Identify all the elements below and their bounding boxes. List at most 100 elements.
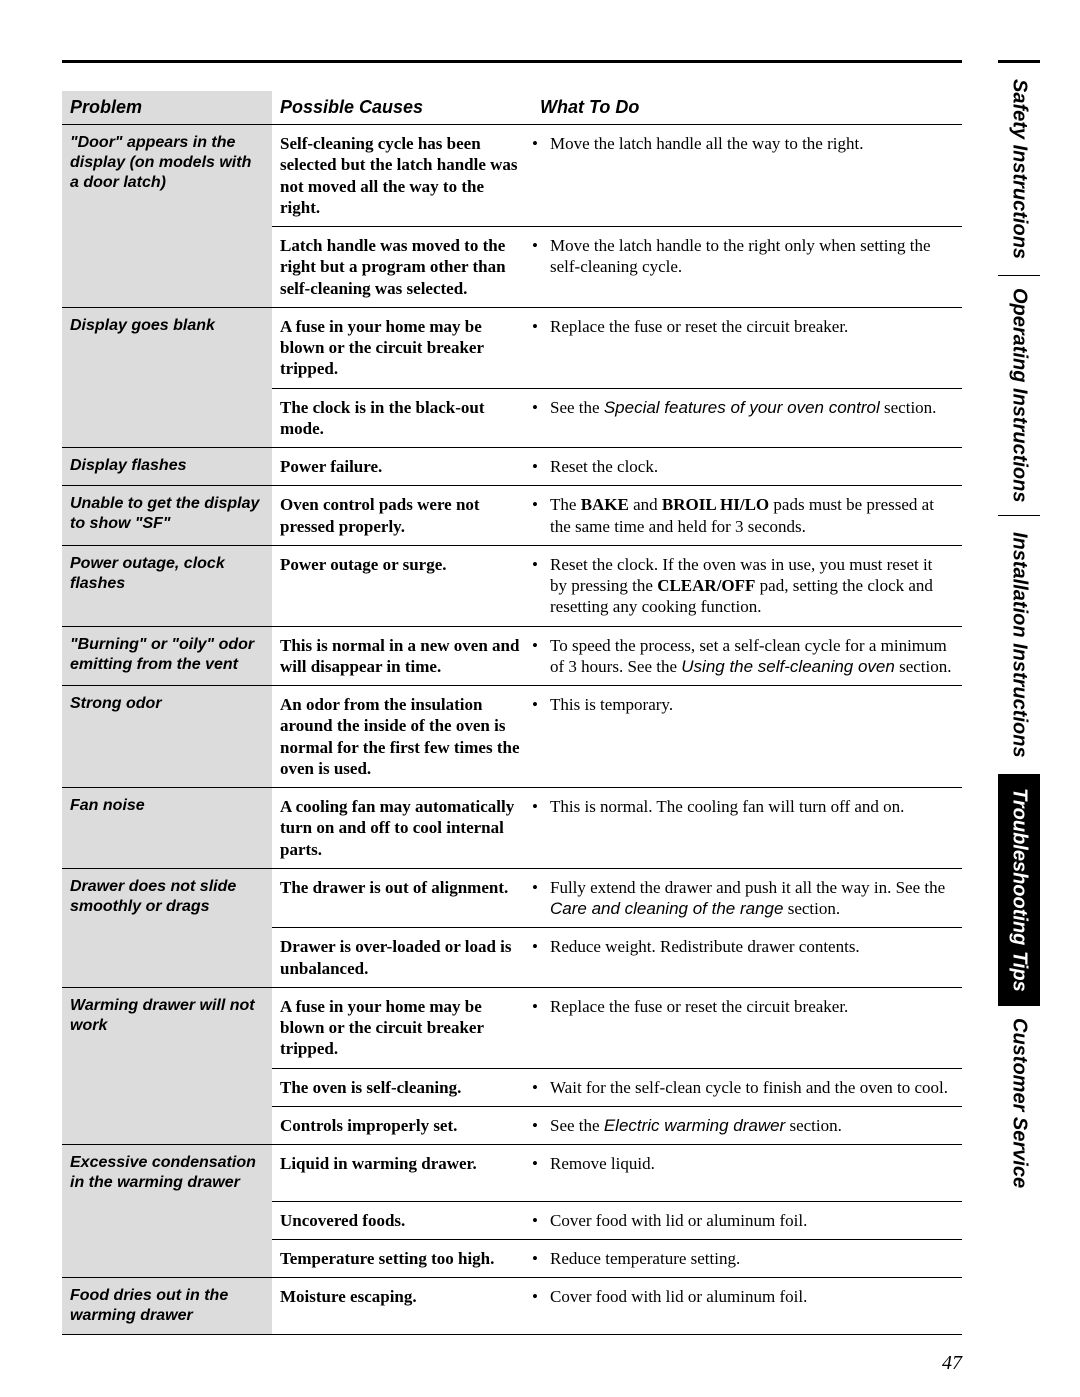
cause-cell: This is normal in a new oven and will di…: [272, 626, 532, 686]
bullet-icon: •: [532, 1153, 550, 1174]
table-row: The clock is in the black-out mode.•See …: [62, 388, 962, 448]
problem-cell: [62, 227, 272, 308]
side-tab[interactable]: Operating Instructions: [998, 275, 1040, 515]
problem-cell: "Burning" or "oily" odor emitting from t…: [62, 626, 272, 686]
problem-cell: [62, 928, 272, 988]
action-text: Remove liquid.: [550, 1153, 952, 1174]
action-text: The BAKE and BROIL HI/LO pads must be pr…: [550, 494, 952, 537]
cause-cell: A fuse in your home may be blown or the …: [272, 307, 532, 388]
action-cell: •Reduce temperature setting.: [532, 1239, 962, 1277]
table-row: Food dries out in the warming drawerMois…: [62, 1278, 962, 1335]
action-text: Move the latch handle to the right only …: [550, 235, 952, 278]
bullet-icon: •: [532, 1210, 550, 1231]
side-tab[interactable]: Installation Instructions: [998, 515, 1040, 774]
cause-cell: The oven is self-cleaning.: [272, 1068, 532, 1106]
table-row: "Burning" or "oily" odor emitting from t…: [62, 626, 962, 686]
table-row: Strong odorAn odor from the insulation a…: [62, 686, 962, 788]
problem-cell: Warming drawer will not work: [62, 987, 272, 1068]
cause-cell: Temperature setting too high.: [272, 1239, 532, 1277]
side-tabs: Safety InstructionsOperating Instruction…: [998, 60, 1040, 1200]
action-text: Reset the clock.: [550, 456, 952, 477]
table-row: Temperature setting too high.•Reduce tem…: [62, 1239, 962, 1277]
bullet-icon: •: [532, 796, 550, 817]
problem-cell: Unable to get the display to show "SF": [62, 486, 272, 546]
action-cell: •The BAKE and BROIL HI/LO pads must be p…: [532, 486, 962, 546]
bullet-icon: •: [532, 235, 550, 278]
action-text: To speed the process, set a self-clean c…: [550, 635, 952, 678]
action-cell: •Replace the fuse or reset the circuit b…: [532, 987, 962, 1068]
action-cell: •This is normal. The cooling fan will tu…: [532, 788, 962, 869]
header-problem: Problem: [62, 91, 272, 125]
problem-cell: [62, 1106, 272, 1144]
table-row: Drawer is over-loaded or load is unbalan…: [62, 928, 962, 988]
bullet-icon: •: [532, 1115, 550, 1136]
action-text: Cover food with lid or aluminum foil.: [550, 1286, 952, 1307]
top-rule: [62, 60, 962, 63]
action-text: Reduce temperature setting.: [550, 1248, 952, 1269]
action-cell: •See the Special features of your oven c…: [532, 388, 962, 448]
page-content: Problem Possible Causes What To Do "Door…: [62, 60, 962, 1335]
bullet-icon: •: [532, 316, 550, 337]
table-row: Drawer does not slide smoothly or dragsT…: [62, 868, 962, 928]
table-row: "Door" appears in the display (on models…: [62, 125, 962, 227]
action-text: Cover food with lid or aluminum foil.: [550, 1210, 952, 1231]
bullet-icon: •: [532, 936, 550, 957]
cause-cell: Latch handle was moved to the right but …: [272, 227, 532, 308]
action-cell: •Reset the clock. If the oven was in use…: [532, 545, 962, 626]
action-cell: •Reset the clock.: [532, 448, 962, 486]
bullet-icon: •: [532, 996, 550, 1017]
action-cell: •Remove liquid.: [532, 1145, 962, 1202]
action-text: Reduce weight. Redistribute drawer conte…: [550, 936, 952, 957]
action-text: This is normal. The cooling fan will tur…: [550, 796, 952, 817]
action-cell: •This is temporary.: [532, 686, 962, 788]
table-row: Power outage, clock flashesPower outage …: [62, 545, 962, 626]
action-text: Move the latch handle all the way to the…: [550, 133, 952, 154]
side-tab[interactable]: Customer Service: [998, 1005, 1040, 1200]
action-text: Replace the fuse or reset the circuit br…: [550, 996, 952, 1017]
problem-cell: Food dries out in the warming drawer: [62, 1278, 272, 1335]
action-cell: •Move the latch handle to the right only…: [532, 227, 962, 308]
problem-cell: Display goes blank: [62, 307, 272, 388]
problem-cell: Fan noise: [62, 788, 272, 869]
table-row: Display goes blankA fuse in your home ma…: [62, 307, 962, 388]
cause-cell: Uncovered foods.: [272, 1201, 532, 1239]
problem-cell: Power outage, clock flashes: [62, 545, 272, 626]
action-cell: •See the Electric warming drawer section…: [532, 1106, 962, 1144]
problem-cell: "Door" appears in the display (on models…: [62, 125, 272, 227]
cause-cell: Drawer is over-loaded or load is unbalan…: [272, 928, 532, 988]
header-cause: Possible Causes: [272, 91, 532, 125]
cause-cell: A fuse in your home may be blown or the …: [272, 987, 532, 1068]
problem-cell: [62, 1068, 272, 1106]
action-cell: •Cover food with lid or aluminum foil.: [532, 1278, 962, 1335]
cause-cell: The drawer is out of alignment.: [272, 868, 532, 928]
problem-cell: Excessive condensation in the warming dr…: [62, 1145, 272, 1202]
bullet-icon: •: [532, 1077, 550, 1098]
troubleshooting-table: Problem Possible Causes What To Do "Door…: [62, 91, 962, 1335]
action-text: Replace the fuse or reset the circuit br…: [550, 316, 952, 337]
table-row: Display flashesPower failure.•Reset the …: [62, 448, 962, 486]
table-row: Latch handle was moved to the right but …: [62, 227, 962, 308]
bullet-icon: •: [532, 494, 550, 537]
action-text: Reset the clock. If the oven was in use,…: [550, 554, 952, 618]
side-tab[interactable]: Safety Instructions: [998, 60, 1040, 275]
bullet-icon: •: [532, 1248, 550, 1269]
problem-cell: [62, 1201, 272, 1239]
table-row: The oven is self-cleaning.•Wait for the …: [62, 1068, 962, 1106]
action-text: Fully extend the drawer and push it all …: [550, 877, 952, 920]
problem-cell: Display flashes: [62, 448, 272, 486]
action-cell: •Wait for the self-clean cycle to finish…: [532, 1068, 962, 1106]
action-cell: •Fully extend the drawer and push it all…: [532, 868, 962, 928]
bullet-icon: •: [532, 635, 550, 678]
bullet-icon: •: [532, 877, 550, 920]
problem-cell: Strong odor: [62, 686, 272, 788]
bullet-icon: •: [532, 554, 550, 618]
table-row: Warming drawer will not workA fuse in yo…: [62, 987, 962, 1068]
action-cell: •Replace the fuse or reset the circuit b…: [532, 307, 962, 388]
page-number: 47: [942, 1352, 962, 1375]
bullet-icon: •: [532, 456, 550, 477]
side-tab[interactable]: Troubleshooting Tips: [998, 774, 1040, 1005]
action-cell: •To speed the process, set a self-clean …: [532, 626, 962, 686]
table-header-row: Problem Possible Causes What To Do: [62, 91, 962, 125]
action-cell: •Move the latch handle all the way to th…: [532, 125, 962, 227]
cause-cell: Moisture escaping.: [272, 1278, 532, 1335]
